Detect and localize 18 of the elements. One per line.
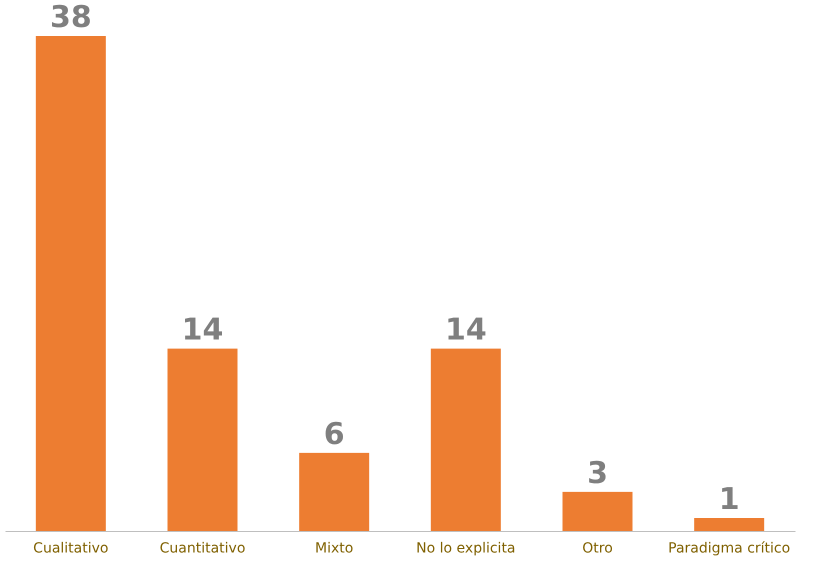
bar: [430, 348, 501, 531]
x-tick-label: Cualitativo: [33, 540, 108, 556]
data-label: 38: [50, 0, 92, 36]
x-tick-label: Paradigma crítico: [668, 540, 790, 556]
bar: [299, 452, 370, 531]
bar: [562, 492, 632, 531]
data-label: 14: [444, 312, 487, 348]
data-label: 6: [324, 416, 345, 452]
x-tick-label: Otro: [582, 540, 613, 556]
data-label: 3: [587, 456, 608, 491]
x-tick-label: Mixto: [315, 540, 354, 556]
bar: [694, 518, 764, 531]
data-label: 1: [718, 482, 740, 517]
bar: [36, 36, 106, 531]
x-tick-label: No lo explicita: [416, 540, 516, 556]
bar: [168, 348, 238, 531]
x-tick-label: Cuantitativo: [160, 540, 246, 556]
data-label: 14: [182, 312, 224, 348]
